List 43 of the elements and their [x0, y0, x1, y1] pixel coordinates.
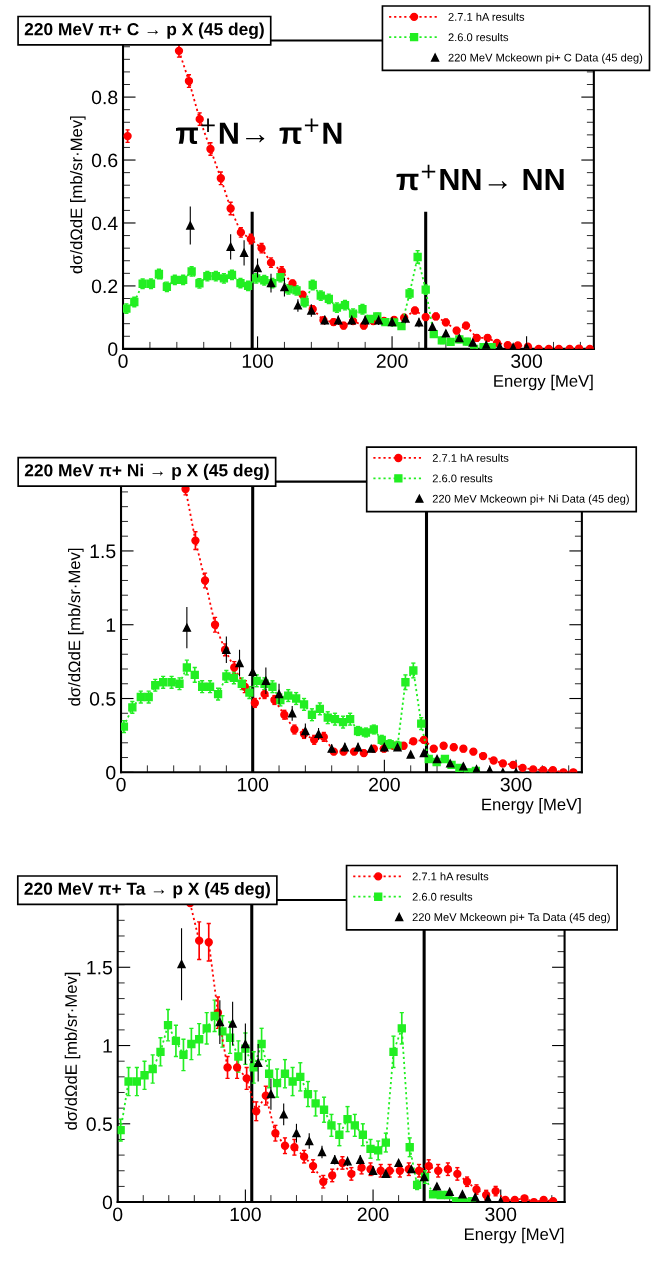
y-tick-label: 0.6 — [91, 153, 118, 168]
legend-label: 220 MeV Mckeown pi+ Ta Data (45 deg) — [412, 912, 610, 924]
y-axis-title: dσ/dΩdE [mb/sr·Mev] — [64, 972, 81, 1130]
legend-label: 220 MeV Mckeown pi+ C Data (45 deg) — [448, 53, 643, 64]
y-tick-label: 0.4 — [91, 216, 118, 231]
y-tick-label: 1.5 — [87, 960, 113, 975]
chart-title: 220 MeV π+ Ni → p X (45 deg) — [24, 463, 269, 480]
legend-label: 2.6.0 results — [432, 474, 493, 483]
x-axis-title: Energy [MeV] — [464, 1227, 564, 1244]
y-tick-label: 1.5 — [90, 544, 116, 559]
x-tick-label: 300 — [500, 777, 532, 792]
x-tick-label: 100 — [242, 354, 274, 369]
legend-label: 2.6.0 results — [412, 892, 473, 901]
y-tick-label: 1 — [103, 1039, 112, 1053]
legend-label: 2.7.1 hA results — [432, 453, 509, 462]
y-axis-title: dσ/dΩdE [mb/sr·Mev] — [70, 116, 86, 274]
x-tick-label: 300 — [511, 354, 543, 369]
y-tick-label: 0.5 — [89, 691, 116, 706]
legend-label: 2.6.0 results — [448, 33, 509, 42]
chart-title: 220 MeV π+ Ta → p X (45 deg) — [24, 882, 270, 899]
legend-label: 2.7.1 hA results — [412, 872, 489, 881]
x-axis-title: Energy [MeV] — [494, 374, 593, 391]
x-tick-label: 200 — [357, 1207, 389, 1222]
x-tick-label: 300 — [485, 1207, 517, 1222]
annotation: π$^{+}$N→ π$^{+}$N — [176, 118, 342, 145]
y-tick-label: 0.5 — [86, 1117, 113, 1132]
y-tick-label: 1 — [106, 618, 116, 632]
legend-label: 220 MeV Mckeown pi+ Ni Data (45 deg) — [432, 494, 629, 505]
legend-label: 2.7.1 hA results — [448, 12, 525, 21]
y-tick-label: 0 — [106, 765, 116, 780]
y-tick-label: 0 — [102, 1195, 113, 1210]
x-tick-label: 100 — [230, 1207, 261, 1222]
x-tick-label: 200 — [376, 354, 408, 369]
y-tick-label: 0.8 — [91, 90, 118, 105]
chart-title: 220 MeV π+ C → p X (45 deg) — [24, 22, 264, 39]
annotation: π$^{+}$NN→ NN — [396, 164, 564, 191]
x-tick-label: 100 — [237, 777, 269, 792]
x-tick-label: 200 — [369, 777, 400, 792]
x-tick-label: 0 — [118, 354, 128, 369]
y-axis-title: dσ/dΩdE [mb/sr·Mev] — [68, 548, 84, 706]
y-tick-label: 0.2 — [91, 279, 118, 294]
y-tick-label: 0 — [108, 342, 118, 357]
x-axis-title: Energy [MeV] — [482, 798, 581, 814]
